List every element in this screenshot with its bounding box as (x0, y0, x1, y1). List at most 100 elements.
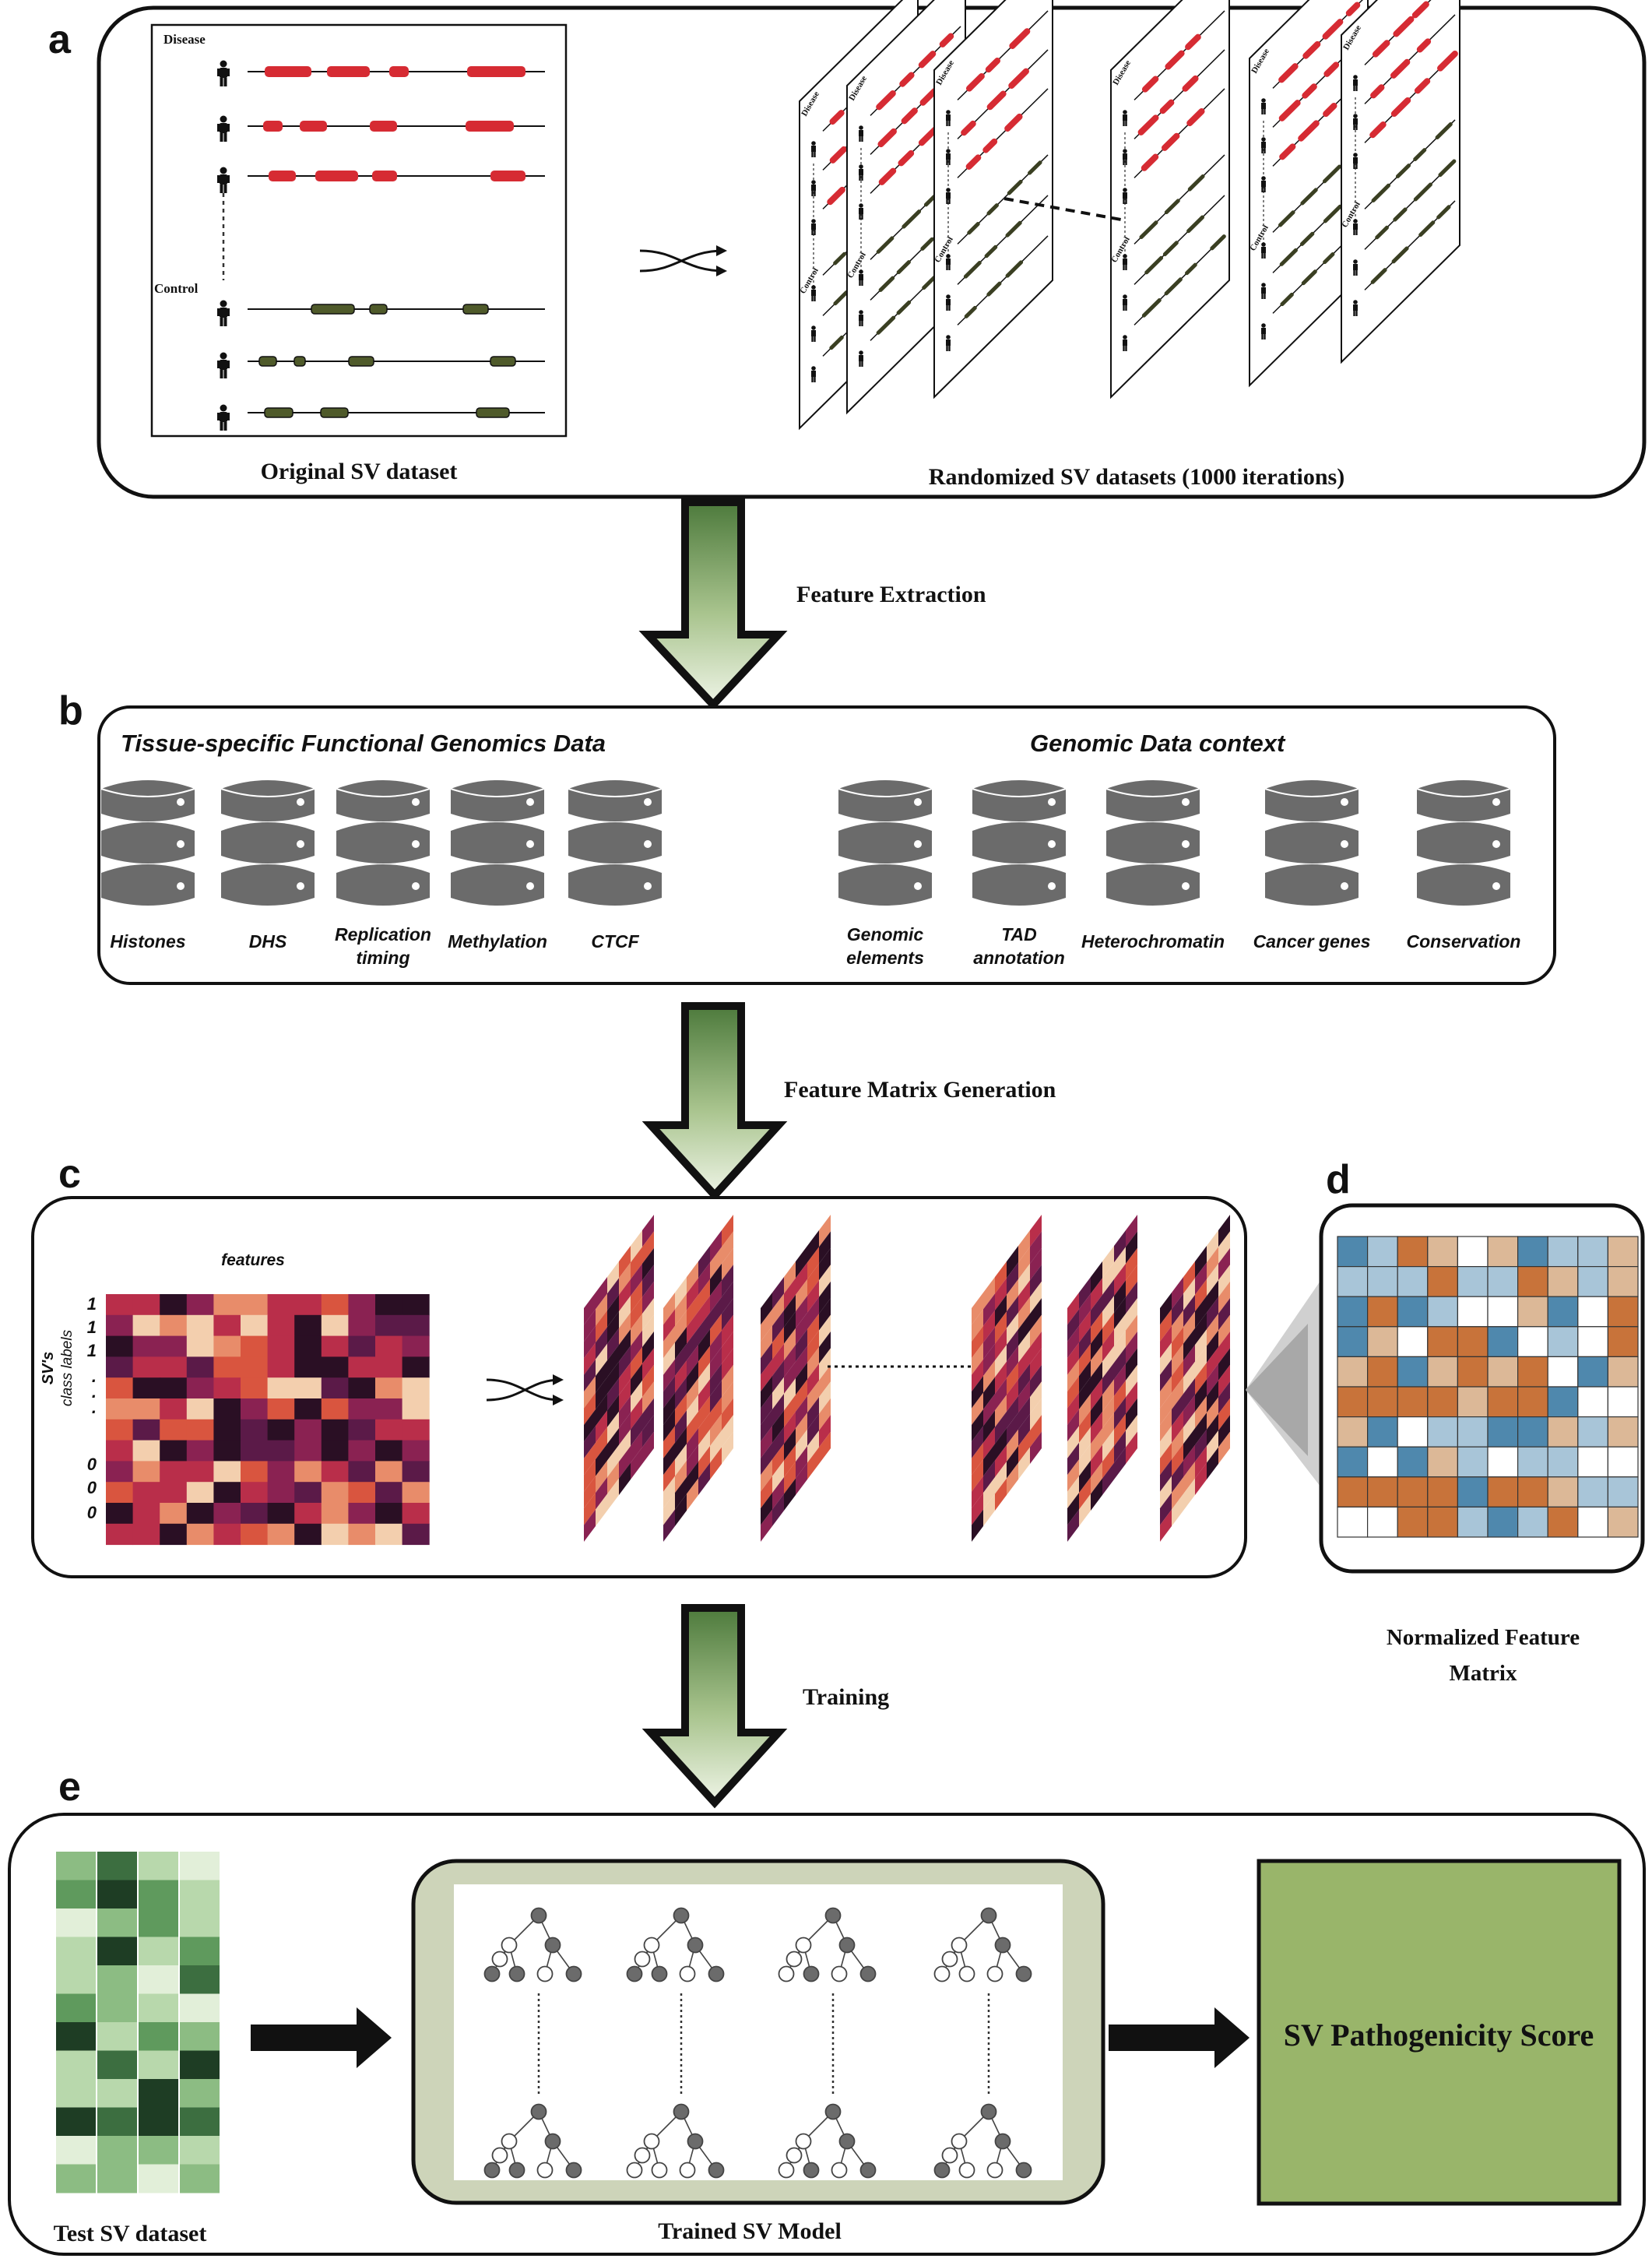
tree-node (708, 2162, 725, 2179)
tree-node (634, 1951, 651, 1968)
heatmap-cell (106, 1377, 134, 1399)
heatmap-cell (186, 1356, 214, 1378)
tree-node (1015, 2162, 1032, 2179)
normalized-cell (1457, 1236, 1489, 1268)
heatmap-cell (294, 1356, 322, 1378)
decision-tree (933, 2103, 1032, 2179)
tree-node (651, 1965, 668, 1982)
heatmap-cell (267, 1503, 295, 1525)
class-labels-axis-label: class labels (59, 1329, 76, 1406)
heatmap-cell (402, 1294, 430, 1316)
trained-model-canvas (454, 1884, 1063, 2180)
tree-node (501, 2133, 518, 2150)
heatmap-cell (348, 1482, 376, 1504)
normalized-cell (1457, 1326, 1489, 1358)
disease-sample-2 (217, 115, 545, 142)
heatmap-cell (321, 1461, 349, 1483)
heatmap-cell (321, 1335, 349, 1357)
tree-node (795, 1937, 812, 1954)
normalized-cell (1577, 1386, 1609, 1418)
heatmap-cell (375, 1398, 403, 1420)
tree-node (483, 2162, 501, 2179)
heatmap-cell (294, 1461, 322, 1483)
normalized-cell (1607, 1416, 1639, 1448)
panel-a: a Disease Control (48, 0, 1647, 499)
normalized-cell (1427, 1326, 1459, 1358)
normalized-cell (1427, 1296, 1459, 1328)
heatmap-cell (241, 1335, 269, 1357)
normalized-cell (1397, 1356, 1429, 1388)
heatmap-cell (213, 1461, 241, 1483)
class-label: . (92, 1382, 97, 1402)
normalized-cell (1337, 1236, 1369, 1268)
tree-node (536, 2162, 554, 2179)
heatmap-cell (241, 1523, 269, 1546)
test-matrix-cell (97, 2022, 137, 2051)
heatmap-cell (213, 1294, 241, 1316)
test-matrix-cell (56, 2050, 96, 2080)
test-matrix-cell (56, 2022, 96, 2051)
heatmap-cell (241, 1419, 269, 1441)
tree-node (778, 2162, 795, 2179)
normalized-cell (1427, 1236, 1459, 1268)
heatmap-cell (294, 1314, 322, 1337)
normalized-cell (1337, 1416, 1369, 1448)
heatmap-cell (106, 1398, 134, 1420)
normalized-cell (1607, 1506, 1639, 1538)
normalized-cell (1337, 1356, 1369, 1388)
test-matrix-cell (97, 1937, 137, 1966)
tree-node (951, 1937, 968, 1954)
heatmap-cell (402, 1440, 430, 1462)
heatmap-cell (106, 1335, 134, 1357)
tree-node (643, 2133, 660, 2150)
normalized-cell (1337, 1386, 1369, 1418)
class-label: 0 (87, 1478, 97, 1497)
heatmap-cell (375, 1335, 403, 1357)
database-label-line2: annotation (973, 948, 1065, 968)
heatmap-cell (267, 1482, 295, 1504)
database-icon (220, 780, 315, 906)
test-matrix-cell (56, 2164, 96, 2193)
panel-label-b: b (58, 688, 83, 733)
original-sv-dataset-frame (150, 23, 568, 438)
test-matrix-cell (139, 2022, 178, 2051)
test-matrix-cell (139, 1852, 178, 1880)
heatmap-cell (160, 1294, 188, 1316)
normalized-cell (1517, 1265, 1548, 1297)
heatmap-cell (132, 1419, 160, 1441)
training-label: Training (803, 1684, 889, 1710)
normalized-cell (1366, 1506, 1398, 1538)
test-matrix-cell (139, 2136, 178, 2165)
tree-node (491, 1951, 508, 1968)
heatmap-cell (160, 1335, 188, 1357)
tree-node (933, 2162, 951, 2179)
heatmap-cell (106, 1503, 134, 1525)
normalized-cell (1517, 1386, 1548, 1418)
control-sample-2 (217, 352, 545, 378)
normalized-cell (1487, 1386, 1519, 1418)
test-matrix-cell (180, 2136, 220, 2165)
normalized-cell (1457, 1296, 1489, 1328)
heatmap-cell (402, 1377, 430, 1399)
heatmap-cell (160, 1398, 188, 1420)
panel-d: d Normalized Feature Matrix (1246, 1157, 1645, 1686)
normalized-cell (1547, 1356, 1579, 1388)
heatmap-cell (348, 1294, 376, 1316)
shuffle-icon (639, 245, 727, 276)
tree-node (530, 1907, 547, 1924)
normalized-cell (1457, 1476, 1489, 1508)
heatmap-cell (132, 1523, 160, 1546)
shuffle-icon (486, 1374, 564, 1405)
randomized-matrix (663, 1215, 733, 1542)
database-label-line2: elements (846, 948, 924, 968)
heatmap-cell (213, 1377, 241, 1399)
heatmap-cell (241, 1294, 269, 1316)
database-label: CTCF (591, 931, 639, 952)
tree-node (803, 2162, 820, 2179)
normalized-cell (1397, 1236, 1429, 1268)
heatmap-cell (160, 1377, 188, 1399)
heatmap-cell (348, 1461, 376, 1483)
heatmap-cell (213, 1440, 241, 1462)
